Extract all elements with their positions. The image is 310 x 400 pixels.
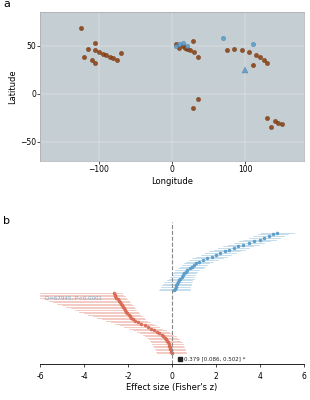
- Y-axis label: Latitude: Latitude: [8, 69, 17, 104]
- X-axis label: Longitude: Longitude: [151, 177, 193, 186]
- Text: Q=67945, P<0.0001: Q=67945, P<0.0001: [45, 296, 102, 301]
- Text: b: b: [3, 216, 11, 226]
- Text: 0.379 [0.086, 0.502] *: 0.379 [0.086, 0.502] *: [184, 356, 246, 361]
- X-axis label: Effect size (Fisher's z): Effect size (Fisher's z): [126, 384, 218, 392]
- Text: a: a: [3, 0, 10, 9]
